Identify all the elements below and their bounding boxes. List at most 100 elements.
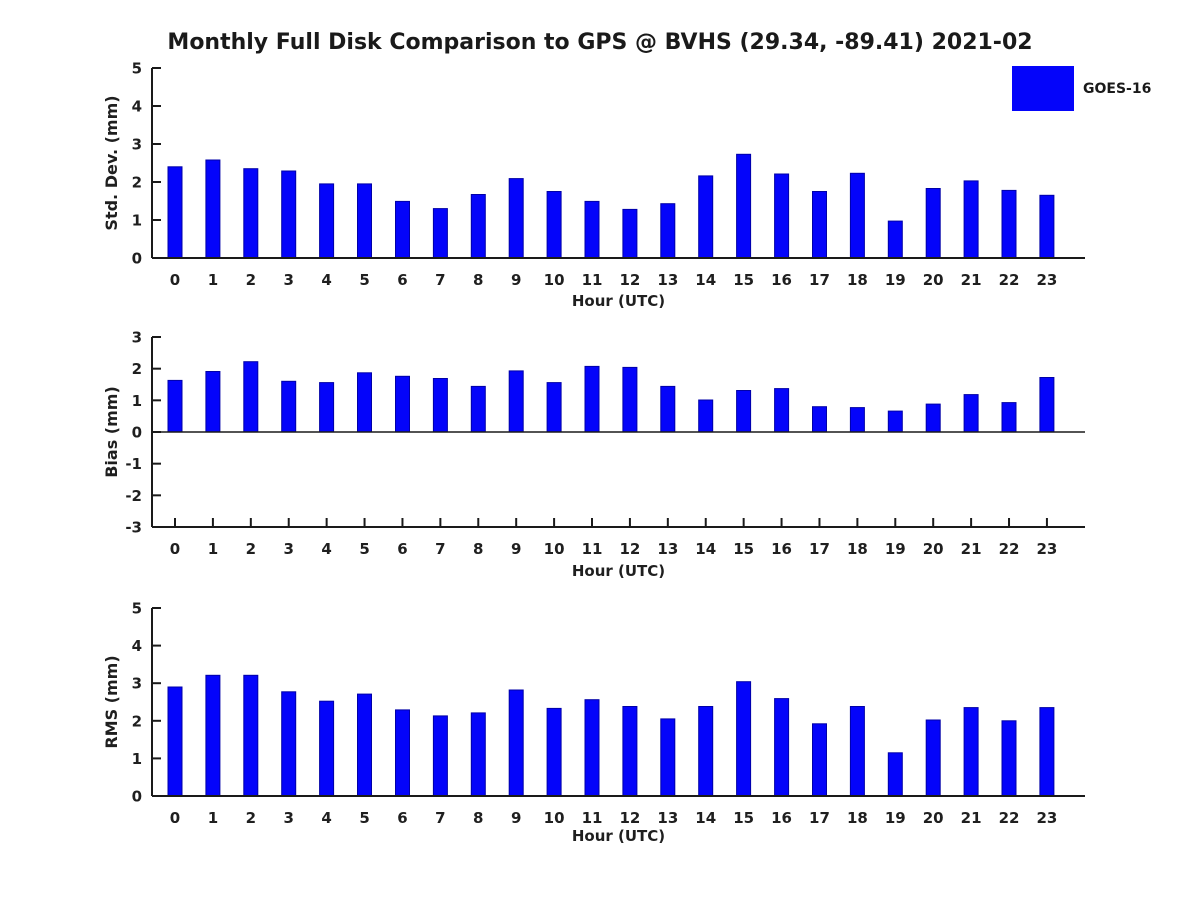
y-tick-label: 2: [132, 174, 142, 192]
bar: [167, 166, 183, 259]
x-tick-label: 19: [885, 540, 906, 558]
bar: [849, 706, 865, 797]
x-tick-label: 17: [809, 271, 830, 289]
y-tick-label: -2: [125, 487, 142, 505]
y-tick-label: 3: [132, 136, 142, 154]
y-axis-title: RMS (mm): [102, 655, 121, 748]
x-tick-label: 1: [208, 271, 218, 289]
y-axis-title: Bias (mm): [102, 386, 121, 478]
bar: [963, 707, 979, 797]
bar: [243, 674, 259, 797]
x-tick-label: 21: [961, 809, 982, 827]
bar: [470, 385, 486, 433]
x-tick-label: 9: [511, 540, 521, 558]
x-tick-label: 3: [284, 540, 294, 558]
x-tick-label: 21: [961, 540, 982, 558]
x-tick-label: 15: [733, 271, 754, 289]
x-tick-label: 10: [544, 809, 565, 827]
x-tick-label: 16: [771, 271, 792, 289]
bar: [1001, 189, 1017, 259]
x-tick-label: 8: [473, 540, 483, 558]
bar: [205, 674, 221, 797]
bar: [395, 375, 410, 433]
bar: [736, 681, 752, 797]
x-tick-label: 2: [246, 540, 256, 558]
bar: [395, 709, 410, 797]
x-tick-label: 7: [435, 809, 445, 827]
bar: [774, 388, 790, 433]
y-axis-title: Std. Dev. (mm): [102, 95, 121, 230]
x-tick-label: 6: [397, 271, 407, 289]
x-tick-label: 4: [321, 540, 331, 558]
x-tick-label: 1: [208, 809, 218, 827]
bar: [281, 691, 297, 797]
x-tick-label: 6: [397, 809, 407, 827]
y-tick-label: 5: [132, 60, 142, 78]
bar: [205, 159, 221, 259]
bar: [508, 370, 524, 433]
y-tick-label: 1: [132, 392, 142, 410]
y-tick-label: -1: [125, 455, 142, 473]
bar: [1039, 377, 1055, 433]
bar: [925, 719, 941, 797]
x-tick-label: 3: [284, 809, 294, 827]
x-axis-title: Hour (UTC): [572, 562, 665, 580]
bar: [167, 379, 183, 433]
bar: [546, 191, 562, 259]
x-tick-label: 20: [923, 271, 944, 289]
x-tick-label: 2: [246, 809, 256, 827]
bar: [243, 361, 259, 433]
x-tick-label: 5: [359, 271, 369, 289]
x-tick-label: 20: [923, 540, 944, 558]
x-tick-label: 19: [885, 809, 906, 827]
bar: [319, 700, 335, 797]
x-tick-label: 12: [619, 271, 640, 289]
bar: [432, 378, 448, 433]
x-tick-label: 17: [809, 809, 830, 827]
x-tick-label: 23: [1036, 809, 1057, 827]
bar: [812, 406, 827, 433]
x-tick-label: 8: [473, 809, 483, 827]
bar: [925, 188, 941, 259]
bar: [357, 183, 372, 259]
x-tick-label: 2: [246, 271, 256, 289]
y-tick-label: 2: [132, 360, 142, 378]
bar: [584, 365, 600, 433]
bar: [774, 173, 790, 259]
bar: [698, 706, 714, 797]
bar: [812, 191, 827, 259]
x-tick-label: 11: [582, 809, 603, 827]
x-tick-label: 14: [695, 809, 716, 827]
x-tick-label: 20: [923, 809, 944, 827]
y-tick-label: 4: [132, 637, 142, 655]
bar: [1039, 707, 1055, 797]
y-tick-label: 2: [132, 712, 142, 730]
bar: [546, 707, 562, 797]
bar: [736, 153, 752, 259]
bar: [319, 183, 335, 259]
legend: GOES-16: [1012, 66, 1151, 111]
bar: [243, 168, 259, 259]
y-tick-label: 1: [132, 212, 142, 230]
bar: [167, 686, 183, 797]
bar: [432, 208, 448, 259]
bar: [887, 220, 903, 259]
x-tick-label: 15: [733, 809, 754, 827]
bar: [357, 372, 372, 433]
x-tick-label: 14: [695, 540, 716, 558]
x-tick-label: 5: [359, 540, 369, 558]
bar: [281, 170, 297, 259]
x-tick-label: 0: [170, 271, 180, 289]
y-tick-label: 4: [132, 98, 142, 116]
x-tick-label: 4: [321, 271, 331, 289]
x-axis-title: Hour (UTC): [572, 827, 665, 845]
x-tick-label: 18: [847, 271, 868, 289]
bar: [281, 380, 297, 433]
x-tick-label: 14: [695, 271, 716, 289]
x-tick-label: 23: [1036, 540, 1057, 558]
bar: [774, 698, 790, 797]
x-tick-label: 16: [771, 540, 792, 558]
bar: [508, 689, 524, 797]
bar: [319, 382, 335, 433]
